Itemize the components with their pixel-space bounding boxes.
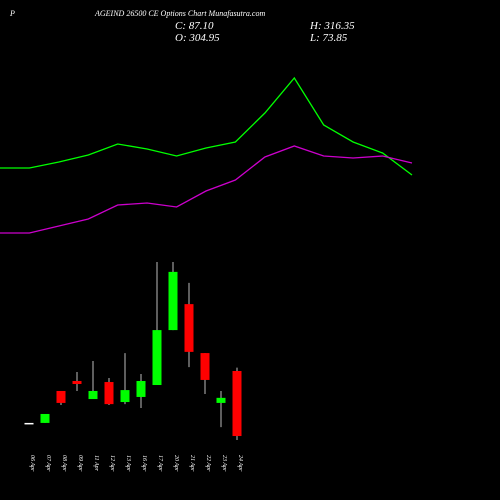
x-tick-label: 06 Apr	[29, 455, 35, 472]
candle-body	[184, 304, 194, 352]
chart-title: AGEIND 26500 CE Options Chart Munafasutr…	[94, 9, 265, 18]
x-tick-label: 13 Apr	[125, 455, 131, 472]
high-label: H: 316.35	[309, 20, 355, 32]
candle-body	[216, 397, 226, 403]
candle-body	[168, 271, 178, 331]
open-label: O: 304.95	[175, 32, 220, 44]
candle-body	[40, 413, 50, 423]
candle-body	[56, 390, 66, 403]
x-tick-label: 07 Apr	[45, 455, 51, 472]
candle-body	[88, 390, 98, 400]
x-tick-label: 17 Apr	[157, 455, 163, 472]
candle-body	[152, 330, 162, 386]
candle-body	[136, 380, 146, 397]
x-tick-label: 23 Apr	[221, 455, 227, 472]
x-tick-label: 20 Apr	[173, 455, 179, 472]
candle-body	[72, 380, 82, 384]
candle-body	[200, 353, 210, 380]
ticker-prefix: P	[9, 9, 15, 18]
candle-body	[232, 371, 242, 437]
x-tick-label: 12 Apr	[109, 455, 115, 472]
candle-body	[104, 382, 114, 405]
x-tick-label: 24 Apr	[237, 455, 244, 472]
x-tick-label: 21 Apr	[189, 455, 195, 472]
indicator-line	[0, 145, 413, 234]
low-label: L: 73.85	[309, 32, 348, 44]
candle-body	[24, 422, 34, 425]
x-tick-label: 16 Apr	[141, 455, 147, 472]
x-tick-label: 08 Apr	[61, 455, 67, 472]
x-tick-label: 11 Apr	[93, 455, 99, 472]
x-tick-label: 22 Apr	[205, 455, 211, 472]
close-label: C: 87.10	[175, 20, 214, 32]
indicator-line	[0, 76, 413, 176]
candle-body	[120, 390, 130, 403]
x-tick-label: 09 Apr	[77, 455, 83, 472]
